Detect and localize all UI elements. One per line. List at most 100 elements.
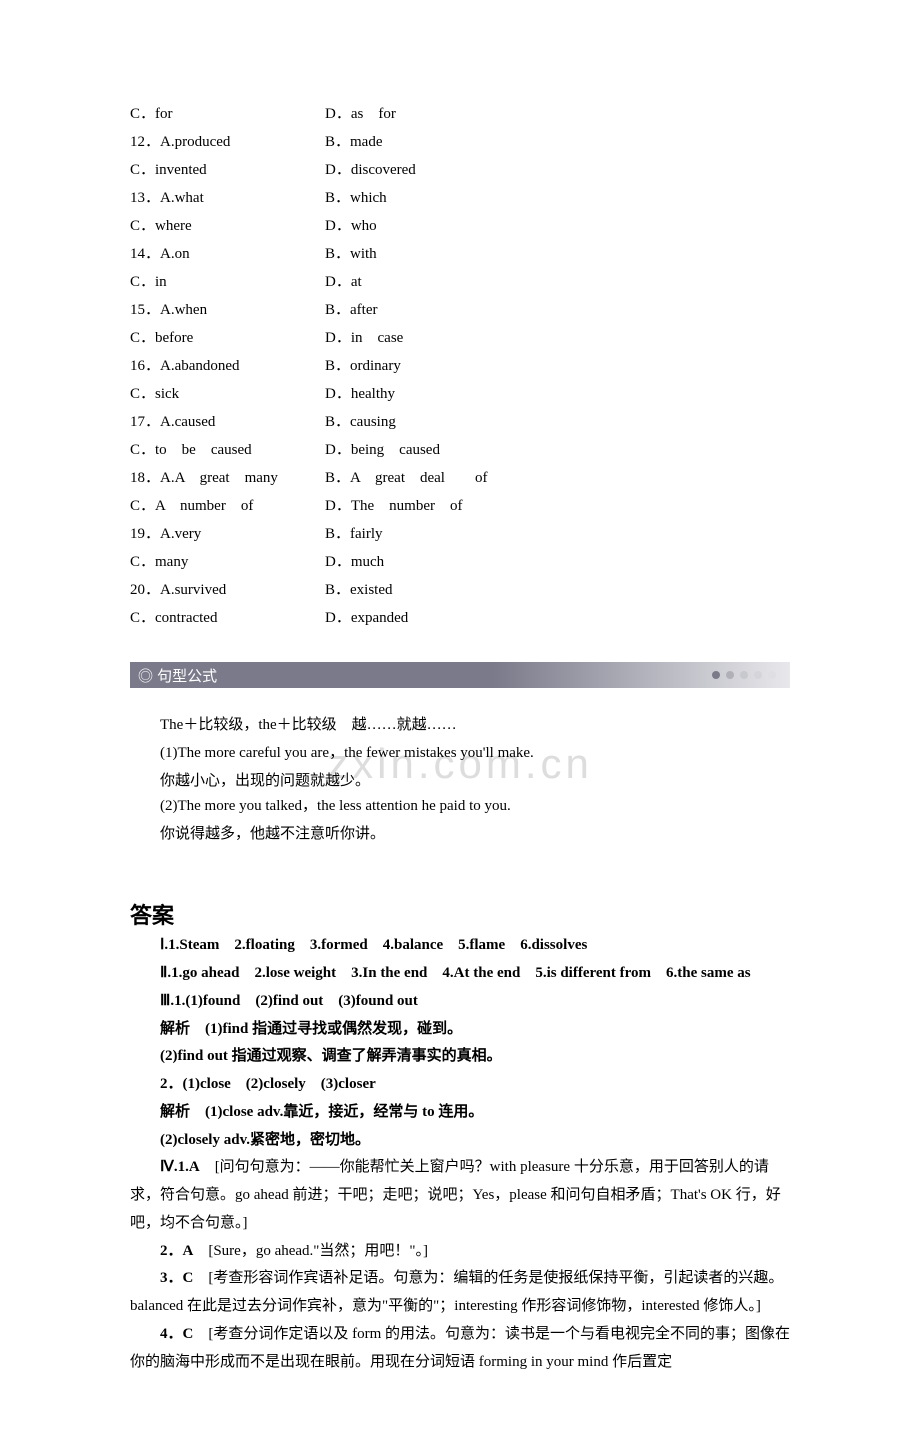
dot-icon — [712, 671, 720, 679]
opt-cell: C．where — [130, 212, 325, 240]
opt-cell: D．who — [325, 212, 487, 240]
opt-cell: B．A great deal of — [325, 464, 487, 492]
opt-cell: D．as for — [325, 100, 487, 128]
opt-cell: D．much — [325, 548, 487, 576]
answer-line: Ⅳ.1.A [问句句意为：——你能帮忙关上窗户吗？with pleasure 十… — [130, 1154, 790, 1237]
opt-cell: B．causing — [325, 408, 487, 436]
opt-cell: 20．A.survived — [130, 576, 325, 604]
answer-line: 解析 (1)find 指通过寻找或偶然发现，碰到。 — [130, 1016, 790, 1044]
table-row: 17．A.causedB．causing — [130, 408, 487, 436]
page: C．forD．as for 12．A.producedB．made C．inve… — [0, 0, 920, 1456]
opt-cell: C．for — [130, 100, 325, 128]
opt-cell: B．ordinary — [325, 352, 487, 380]
opt-cell: B．fairly — [325, 520, 487, 548]
opt-cell: B．existed — [325, 576, 487, 604]
answer-line: (2)closely adv.紧密地，密切地。 — [130, 1127, 790, 1155]
table-row: 18．A.A great manyB．A great deal of — [130, 464, 487, 492]
opt-cell: 19．A.very — [130, 520, 325, 548]
answer-line: 2．(1)close (2)closely (3)closer — [130, 1071, 790, 1099]
section-banner: ◎ 句型公式 — [130, 662, 790, 688]
table-row: C．to be causedD．being caused — [130, 436, 487, 464]
opt-cell: D．in case — [325, 324, 487, 352]
table-row: C．beforeD．in case — [130, 324, 487, 352]
formula-line: The＋比较级，the＋比较级 越……就越…… — [130, 712, 790, 740]
opt-cell: 18．A.A great many — [130, 464, 325, 492]
answer-text: (1)close adv.靠近，接近，经常与 to 连用。 — [190, 1104, 483, 1120]
table-row: C．whereD．who — [130, 212, 487, 240]
banner-label: ◎ 句型公式 — [130, 665, 217, 686]
answer-label: Ⅳ.1.A — [160, 1159, 200, 1175]
answer-line: 4．C [考查分词作定语以及 form 的用法。句意为：读书是一个与看电视完全不… — [130, 1321, 790, 1377]
opt-cell: D．healthy — [325, 380, 487, 408]
table-row: C．sickD．healthy — [130, 380, 487, 408]
table-row: C．contractedD．expanded — [130, 604, 487, 632]
answer-text: (1)find 指通过寻找或偶然发现，碰到。 — [190, 1021, 462, 1037]
opt-cell: 15．A.when — [130, 296, 325, 324]
opt-cell: C．to be caused — [130, 436, 325, 464]
answer-label: 解析 — [160, 1104, 190, 1120]
dot-icon — [768, 671, 776, 679]
opt-cell: D．expanded — [325, 604, 487, 632]
dot-icon — [740, 671, 748, 679]
answer-text: Ⅱ.1.go ahead 2.lose weight 3.In the end … — [160, 965, 751, 981]
answer-line: Ⅲ.1.(1)found (2)find out (3)found out — [130, 988, 790, 1016]
opt-cell: B．after — [325, 296, 487, 324]
table-row: 14．A.onB．with — [130, 240, 487, 268]
answer-label: 2．A — [160, 1243, 193, 1259]
answer-text: [考查分词作定语以及 form 的用法。句意为：读书是一个与看电视完全不同的事；… — [130, 1326, 790, 1370]
table-row: C．A number ofD．The number of — [130, 492, 487, 520]
opt-cell: D．being caused — [325, 436, 487, 464]
opt-cell: C．A number of — [130, 492, 325, 520]
opt-cell: B．with — [325, 240, 487, 268]
table-row: C．forD．as for — [130, 100, 487, 128]
opt-cell: C．contracted — [130, 604, 325, 632]
table-row: 15．A.whenB．after — [130, 296, 487, 324]
table-row: 16．A.abandonedB．ordinary — [130, 352, 487, 380]
answers-heading: 答案 — [130, 898, 790, 930]
opt-cell: C．in — [130, 268, 325, 296]
table-row: 19．A.veryB．fairly — [130, 520, 487, 548]
table-row: 13．A.whatB．which — [130, 184, 487, 212]
answer-line: Ⅰ.1.Steam 2.floating 3.formed 4.balance … — [130, 932, 790, 960]
dot-icon — [754, 671, 762, 679]
opt-cell: D．discovered — [325, 156, 487, 184]
opt-cell: 13．A.what — [130, 184, 325, 212]
table-row: 12．A.producedB．made — [130, 128, 487, 156]
answer-line: Ⅱ.1.go ahead 2.lose weight 3.In the end … — [130, 960, 790, 988]
opt-cell: C．sick — [130, 380, 325, 408]
opt-cell: B．which — [325, 184, 487, 212]
answer-text: [Sure，go ahead."当然；用吧！"。] — [193, 1243, 428, 1259]
answer-label: 4．C — [160, 1326, 193, 1342]
answer-text: [考查形容词作宾语补足语。句意为：编辑的任务是使报纸保持平衡，引起读者的兴趣。b… — [130, 1270, 783, 1314]
opt-cell: C．many — [130, 548, 325, 576]
banner-dots — [712, 671, 776, 679]
opt-cell: C．before — [130, 324, 325, 352]
opt-cell: C．invented — [130, 156, 325, 184]
table-row: C．inD．at — [130, 268, 487, 296]
answer-line: (2)find out 指通过观察、调查了解弄清事实的真相。 — [130, 1043, 790, 1071]
opt-cell: 12．A.produced — [130, 128, 325, 156]
answer-text: [问句句意为：——你能帮忙关上窗户吗？with pleasure 十分乐意，用于… — [130, 1159, 781, 1231]
formula-line: (2)The more you talked，the less attentio… — [130, 793, 790, 821]
formula-block: The＋比较级，the＋比较级 越……就越…… (1)The more care… — [130, 712, 790, 848]
answer-line: 3．C [考查形容词作宾语补足语。句意为：编辑的任务是使报纸保持平衡，引起读者的… — [130, 1265, 790, 1321]
answer-label: 解析 — [160, 1021, 190, 1037]
formula-line: 你越小心，出现的问题就越少。 — [130, 768, 790, 796]
answers-section: 答案 Ⅰ.1.Steam 2.floating 3.formed 4.balan… — [130, 898, 790, 1376]
formula-line: 你说得越多，他越不注意听你讲。 — [130, 821, 790, 849]
opt-cell: 16．A.abandoned — [130, 352, 325, 380]
table-row: 20．A.survivedB．existed — [130, 576, 487, 604]
dot-icon — [726, 671, 734, 679]
answer-line: 2．A [Sure，go ahead."当然；用吧！"。] — [130, 1238, 790, 1266]
formula-line: (1)The more careful you are，the fewer mi… — [130, 740, 790, 768]
opt-cell: 14．A.on — [130, 240, 325, 268]
opt-cell: 17．A.caused — [130, 408, 325, 436]
table-row: C．manyD．much — [130, 548, 487, 576]
answer-label: 3．C — [160, 1270, 193, 1286]
opt-cell: B．made — [325, 128, 487, 156]
table-row: C．inventedD．discovered — [130, 156, 487, 184]
opt-cell: D．at — [325, 268, 487, 296]
answer-line: 解析 (1)close adv.靠近，接近，经常与 to 连用。 — [130, 1099, 790, 1127]
options-table: C．forD．as for 12．A.producedB．made C．inve… — [130, 100, 487, 632]
opt-cell: D．The number of — [325, 492, 487, 520]
